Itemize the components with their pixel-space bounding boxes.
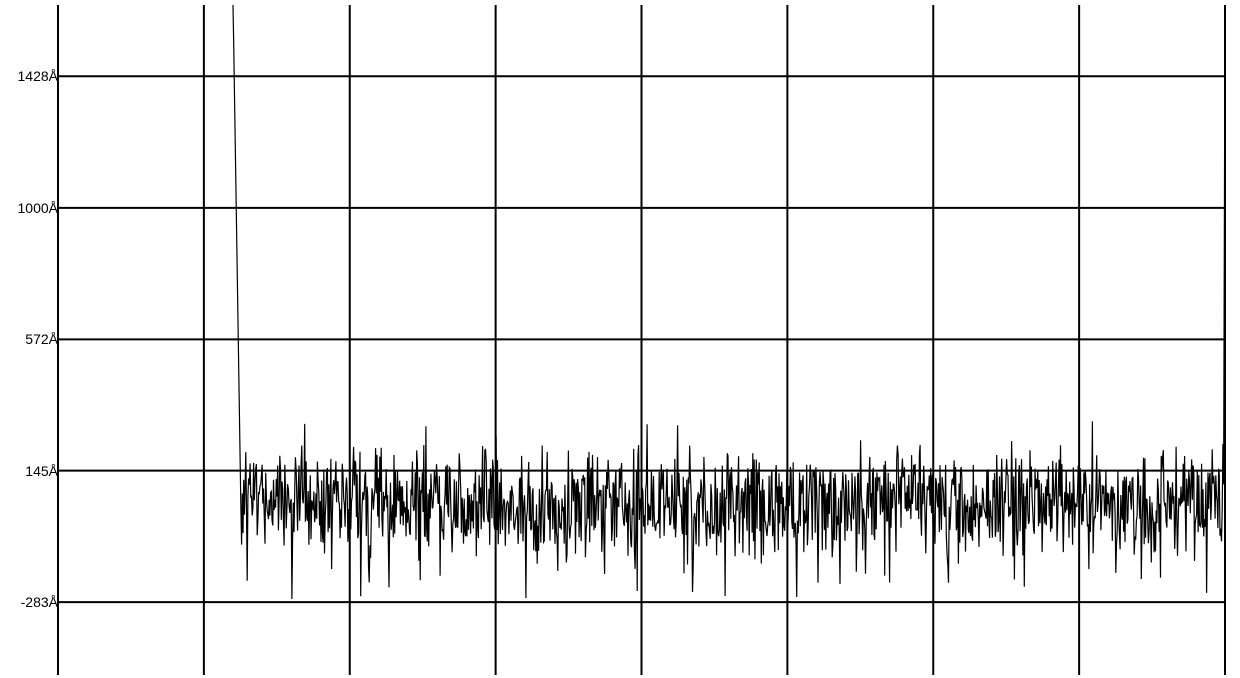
profilometry-chart: 1428Å 1000Å 572Å 145Å -283Å xyxy=(0,0,1240,678)
chart-svg xyxy=(0,0,1240,678)
ytick-label: 145Å xyxy=(25,463,58,479)
ytick-label: 1000Å xyxy=(18,200,58,216)
ytick-label: 572Å xyxy=(25,331,58,347)
ytick-label: 1428Å xyxy=(18,68,58,84)
ytick-label: -283Å xyxy=(21,594,58,610)
